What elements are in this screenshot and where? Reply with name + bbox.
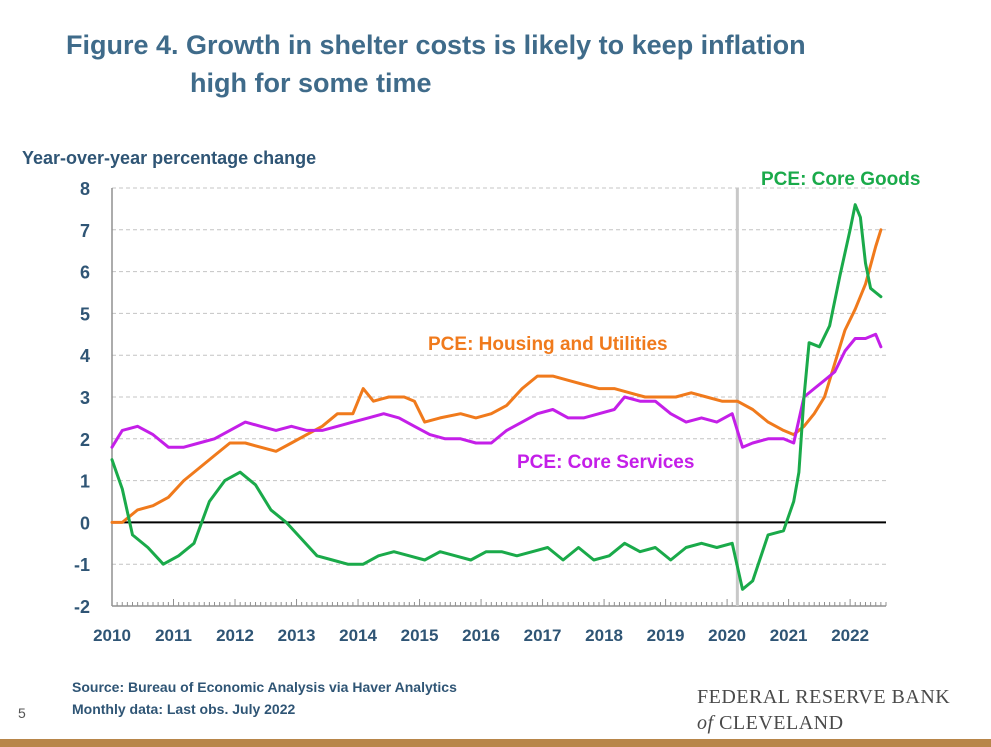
x-tick-label: 2018 xyxy=(585,626,623,645)
y-tick-label: 6 xyxy=(80,263,90,283)
x-tick-label: 2014 xyxy=(339,626,377,645)
x-tick-label: 2019 xyxy=(647,626,685,645)
y-tick-label: 1 xyxy=(80,472,90,492)
monthly-note: Monthly data: Last obs. July 2022 xyxy=(72,701,296,717)
fed-logo-of: of xyxy=(697,712,714,734)
series-line-pce-core-goods xyxy=(110,203,883,591)
x-tick-label: 2016 xyxy=(462,626,500,645)
title-line-1: Figure 4. Growth in shelter costs is lik… xyxy=(66,30,806,60)
y-tick-label: 5 xyxy=(80,304,90,324)
x-tick-label: 2010 xyxy=(93,626,131,645)
x-tick-label: 2017 xyxy=(524,626,562,645)
series-line-pce-core-services xyxy=(110,332,883,449)
chart-title: Figure 4. Growth in shelter costs is lik… xyxy=(66,26,946,102)
series-label-pce-core-services: PCE: Core Services xyxy=(517,452,694,473)
y-tick-label: 7 xyxy=(80,221,90,241)
x-tick-label: 2015 xyxy=(401,626,439,645)
y-tick-label: 4 xyxy=(80,346,90,366)
x-tick-label: 2013 xyxy=(278,626,316,645)
y-tick-label: -1 xyxy=(74,555,90,575)
y-tick-label: -2 xyxy=(74,597,90,617)
x-tick-label: 2011 xyxy=(155,626,192,645)
y-tick-label: 8 xyxy=(80,179,90,199)
title-line-2: high for some time xyxy=(190,68,432,98)
y-axis-label: Year-over-year percentage change xyxy=(22,148,317,168)
y-tick-label: 2 xyxy=(80,430,90,450)
x-tick-label: 2022 xyxy=(831,626,869,645)
series-line-pce-housing-and-utilities xyxy=(110,228,883,524)
source-note: Source: Bureau of Economic Analysis via … xyxy=(72,676,457,720)
page-number: 5 xyxy=(18,705,26,721)
fed-logo-line-2: CLEVELAND xyxy=(719,712,844,734)
series-label-pce-housing-and-utilities: PCE: Housing and Utilities xyxy=(428,334,668,355)
bottom-accent-bar xyxy=(0,739,991,747)
x-tick-label: 2012 xyxy=(216,626,254,645)
source-text: Source: Bureau of Economic Analysis via … xyxy=(72,679,457,695)
y-tick-label: 0 xyxy=(80,513,90,533)
fed-logo-line-1: FEDERAL RESERVE BANK xyxy=(697,686,951,708)
series-label-pce-core-goods: PCE: Core Goods xyxy=(761,169,920,190)
y-tick-label: 3 xyxy=(80,388,90,408)
x-tick-label: 2021 xyxy=(770,626,808,645)
fed-logo: FEDERAL RESERVE BANK of CLEVELAND xyxy=(697,684,950,736)
x-tick-label: 2020 xyxy=(708,626,746,645)
